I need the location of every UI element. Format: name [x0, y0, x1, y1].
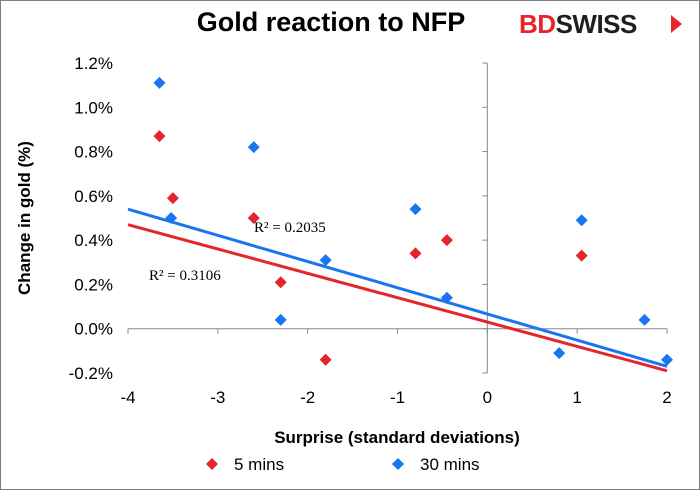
- point-5-mins: [166, 192, 179, 205]
- y-tick-label: 0.4%: [74, 231, 113, 250]
- y-tick-label: 1.0%: [74, 98, 113, 117]
- x-tick-label: -3: [210, 388, 225, 407]
- x-axis-title: Surprise (standard deviations): [274, 428, 520, 447]
- point-30-mins: [165, 212, 178, 224]
- point-5-mins: [319, 353, 332, 366]
- point-5-mins: [153, 130, 166, 143]
- point-30-mins: [153, 76, 166, 89]
- x-tick-label: -2: [300, 388, 315, 407]
- point-30-mins: [553, 347, 566, 360]
- point-30-mins: [661, 353, 673, 366]
- y-axis-title: Change in gold (%): [15, 141, 34, 295]
- brand-logo: BDSWISS: [519, 9, 682, 40]
- logo-arrow-icon: [671, 15, 682, 33]
- y-tick-label: 0.6%: [74, 187, 113, 206]
- point-30-mins: [247, 141, 260, 154]
- legend-label-30-mins: 30 mins: [420, 455, 480, 474]
- r-squared-30-mins: R² = 0.2035: [254, 220, 326, 236]
- point-5-mins: [575, 249, 588, 262]
- legend-marker-30-mins: [392, 458, 404, 470]
- point-5-mins: [440, 234, 453, 247]
- y-tick-label: 1.2%: [74, 54, 113, 73]
- point-30-mins: [274, 313, 287, 326]
- point-30-mins: [440, 291, 453, 304]
- logo-part-swiss: SWISS: [555, 9, 638, 39]
- y-tick-label: -0.2%: [69, 364, 113, 383]
- chart-title: Gold reaction to NFP: [196, 7, 466, 37]
- y-tick-label: 0.0%: [74, 320, 113, 339]
- trendline-30-mins: [127, 207, 668, 368]
- point-5-mins: [247, 212, 260, 224]
- point-30-mins: [409, 203, 422, 216]
- legend-marker-5-mins: [206, 458, 218, 470]
- point-30-mins: [638, 313, 651, 326]
- x-tick-label: 1: [572, 388, 581, 407]
- point-30-mins: [319, 254, 332, 267]
- x-tick-label: -1: [390, 388, 405, 407]
- y-tick-label: 0.2%: [74, 275, 113, 294]
- x-tick-label: 0: [483, 388, 492, 407]
- legend-label-5-mins: 5 mins: [234, 455, 284, 474]
- point-5-mins: [274, 276, 287, 289]
- r-squared-5-mins: R² = 0.3106: [149, 268, 221, 284]
- x-tick-label: -4: [120, 388, 135, 407]
- logo-part-bd: BD: [519, 9, 556, 39]
- trendline-5-mins: [127, 223, 668, 373]
- point-30-mins: [575, 214, 588, 227]
- x-tick-label: 2: [662, 388, 671, 407]
- point-5-mins: [409, 247, 422, 260]
- y-tick-label: 0.8%: [74, 143, 113, 162]
